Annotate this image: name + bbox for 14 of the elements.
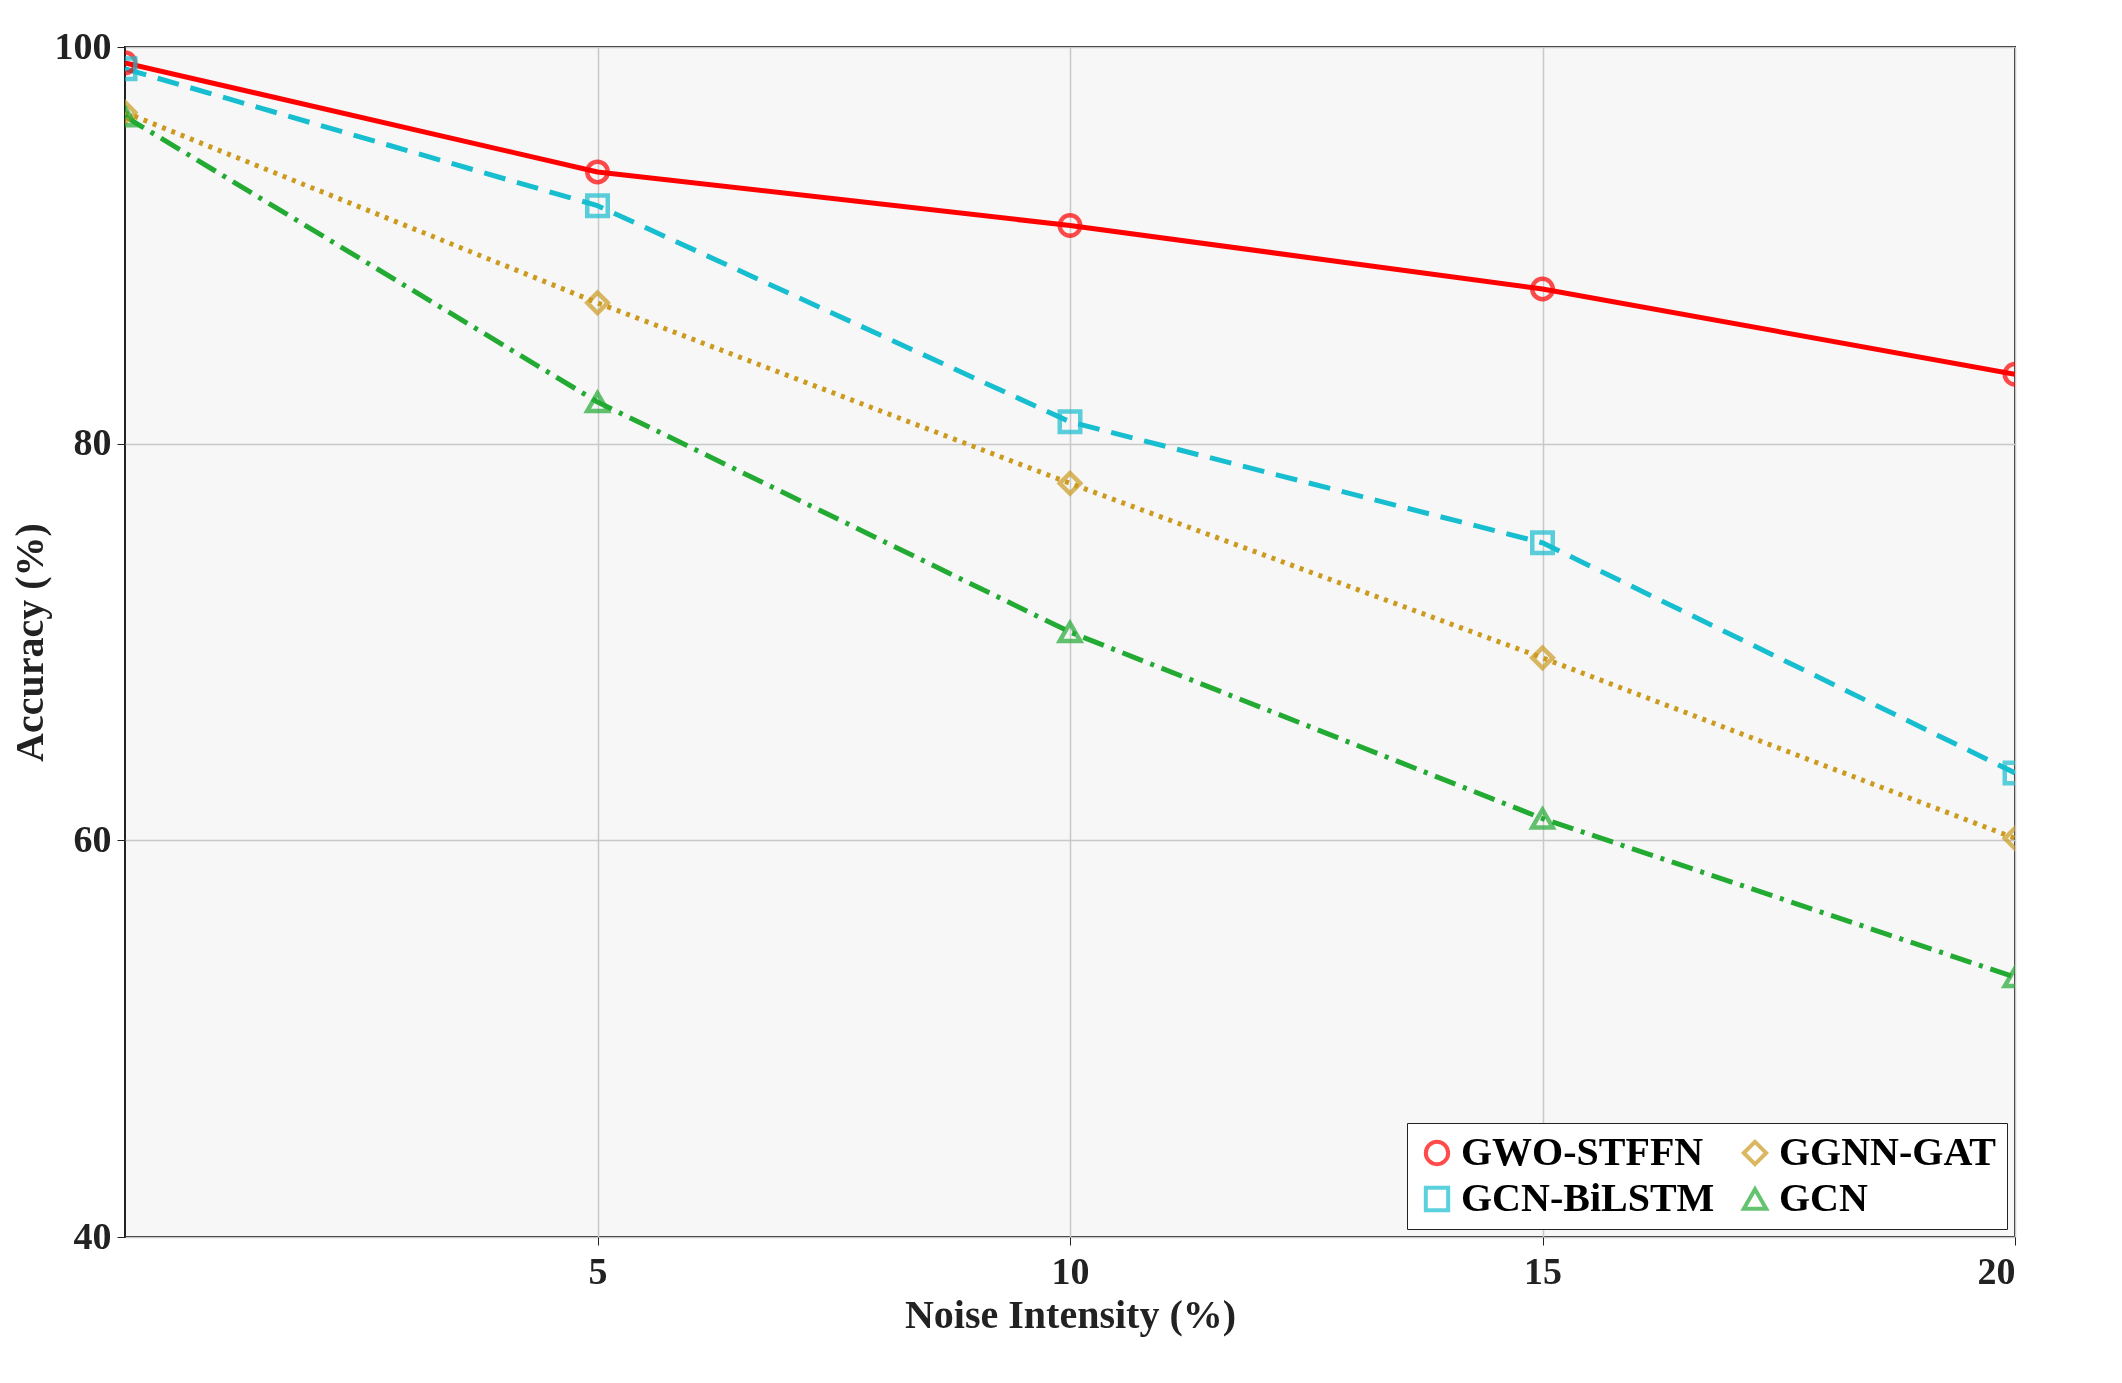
- x-axis-title: Noise Intensity (%): [904, 1291, 1237, 1337]
- y-axis-title: Accuracy (%): [6, 523, 52, 762]
- x-tick-label: 5: [588, 1249, 608, 1292]
- y-tick-label: 80: [73, 421, 112, 464]
- x-tick-label: 15: [1524, 1249, 1562, 1292]
- y-tick-label: 60: [73, 817, 112, 860]
- y-tick-label: 40: [73, 1214, 112, 1257]
- legend-label: GCN-BiLSTM: [1461, 1175, 1715, 1220]
- legend-label: GWO-STFFN: [1461, 1129, 1704, 1174]
- legend-label: GCN: [1779, 1175, 1868, 1220]
- y-tick-label: 100: [54, 24, 112, 67]
- legend-label: GGNN-GAT: [1779, 1129, 1997, 1174]
- x-tick-label: 10: [1051, 1249, 1090, 1292]
- x-tick-label: 20: [1977, 1249, 2016, 1292]
